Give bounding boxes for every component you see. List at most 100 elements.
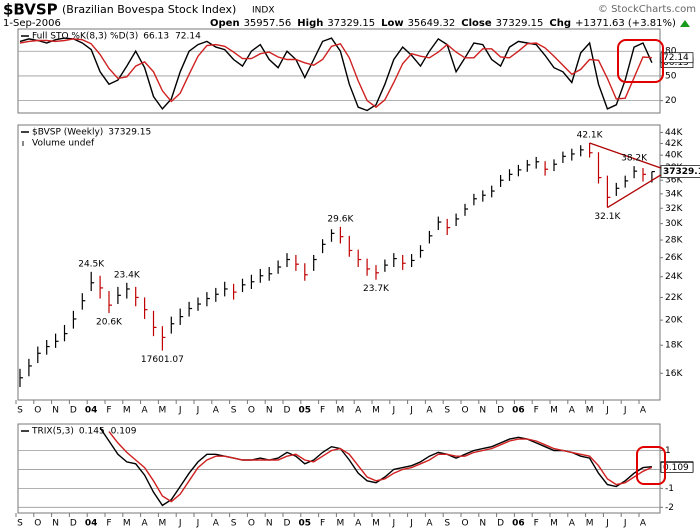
x-tick-label: A — [142, 519, 149, 529]
x-tick-label: M — [586, 406, 594, 416]
annotation: 42.1K — [577, 130, 604, 140]
annotation: 23.4K — [114, 270, 141, 280]
x-tick-label: M — [550, 406, 558, 416]
annotation: 32.1K — [594, 212, 621, 222]
quote-label: Low — [381, 18, 403, 29]
x-tick-label: A — [569, 519, 576, 529]
volume-icon — [22, 141, 24, 146]
trendline — [607, 174, 662, 209]
x-tick-label: M — [159, 519, 167, 529]
copyright: © StockCharts.com — [598, 4, 696, 15]
x-tick-label: O — [34, 406, 41, 416]
y-tick-label: 44K — [665, 128, 683, 138]
last-value-label: 0.109 — [663, 463, 689, 473]
symbol: $BVSP — [3, 1, 58, 19]
annotation: 29.6K — [327, 214, 354, 224]
x-tick-label: D — [497, 406, 504, 416]
x-tick-label: S — [17, 406, 23, 416]
x-tick-label: S — [231, 519, 237, 529]
x-tick-label: S — [17, 519, 23, 529]
x-tick-label: F — [534, 406, 539, 416]
x-tick-label: A — [640, 406, 647, 416]
x-tick-label: N — [52, 519, 59, 529]
annotation: 23.7K — [363, 284, 390, 294]
quote-value: 37329.15 — [496, 18, 544, 29]
annotation: 38.2K — [621, 154, 648, 164]
y-tick-label: 20K — [665, 316, 683, 326]
x-tick-label: S — [231, 406, 237, 416]
annotation: 24.5K — [78, 259, 105, 269]
legend-label: Full STO %K(8,3) %D(3) — [32, 32, 138, 42]
volume-label: Volume undef — [32, 139, 95, 149]
x-tick-label: O — [461, 519, 468, 529]
x-tick-label: O — [34, 519, 41, 529]
x-tick-label: M — [372, 406, 380, 416]
y-tick-label: 34K — [665, 189, 683, 199]
panel — [17, 423, 661, 514]
x-tick-label: A — [355, 519, 362, 529]
last-value-box — [660, 52, 694, 64]
x-tick-label: A — [640, 519, 647, 529]
x-tick-label: D — [497, 519, 504, 529]
x-tick-label: F — [320, 519, 325, 529]
x-tick-label: F — [106, 406, 111, 416]
x-tick-label: S — [444, 406, 450, 416]
x-tick-label: M — [337, 519, 345, 529]
x-tick-label: A — [426, 519, 433, 529]
x-tick-label: J — [391, 519, 395, 529]
y-tick-label: 30K — [665, 219, 683, 229]
x-tick-label: N — [479, 519, 486, 529]
y-tick-label: 40K — [665, 151, 683, 161]
quote-label: Open — [210, 18, 240, 29]
x-tick-label: 06 — [512, 519, 525, 529]
x-tick-label: J — [605, 519, 609, 529]
x-tick-label: A — [213, 519, 220, 529]
x-tick-label: D — [284, 519, 291, 529]
quote-line: Open 35957.56 High 37329.15 Low 35649.32 Close… — [210, 18, 676, 29]
legend-value: 0.145 — [79, 427, 105, 437]
last-value-box — [660, 165, 700, 178]
last-value-label: 37329.15 — [663, 167, 700, 177]
quote-label: Close — [461, 18, 492, 29]
series-line — [108, 431, 653, 503]
legend-value: 37329.15 — [108, 128, 151, 138]
exchange: INDX — [252, 6, 274, 16]
y-tick-label: 36K — [665, 176, 683, 186]
x-tick-label: J — [623, 519, 627, 529]
x-tick-label: D — [70, 519, 77, 529]
x-tick-label: J — [409, 519, 413, 529]
x-tick-label: N — [52, 406, 59, 416]
x-tick-label: O — [248, 406, 255, 416]
up-arrow — [679, 20, 690, 27]
x-tick-label: J — [178, 406, 182, 416]
x-tick-label: O — [461, 406, 468, 416]
x-tick-label: J — [605, 406, 609, 416]
x-tick-label: J — [196, 406, 200, 416]
date: 1-Sep-2006 — [3, 18, 61, 29]
panel — [17, 28, 661, 114]
y-tick-label: -1 — [665, 484, 674, 494]
x-tick-label: 04 — [85, 406, 98, 416]
panel — [17, 124, 661, 401]
x-tick-label: S — [444, 519, 450, 529]
x-tick-label: A — [426, 406, 433, 416]
last-value-label: 66.13 — [663, 58, 689, 68]
x-tick-label: F — [320, 406, 325, 416]
x-tick-label: J — [409, 406, 413, 416]
quote-label: High — [297, 18, 323, 29]
legend-label: $BVSP (Weekly) — [32, 128, 103, 138]
y-tick-label: 16K — [665, 369, 683, 379]
x-tick-label: A — [569, 406, 576, 416]
series-line — [19, 38, 652, 109]
highlight-box — [617, 39, 664, 83]
x-tick-label: D — [284, 406, 291, 416]
security-name: (Brazilian Bovespa Stock Index) — [62, 3, 236, 16]
x-tick-label: M — [586, 519, 594, 529]
x-tick-label: M — [550, 519, 558, 529]
x-tick-label: J — [391, 406, 395, 416]
x-tick-label: D — [70, 406, 77, 416]
x-tick-label: 05 — [299, 519, 312, 529]
x-tick-label: M — [372, 519, 380, 529]
